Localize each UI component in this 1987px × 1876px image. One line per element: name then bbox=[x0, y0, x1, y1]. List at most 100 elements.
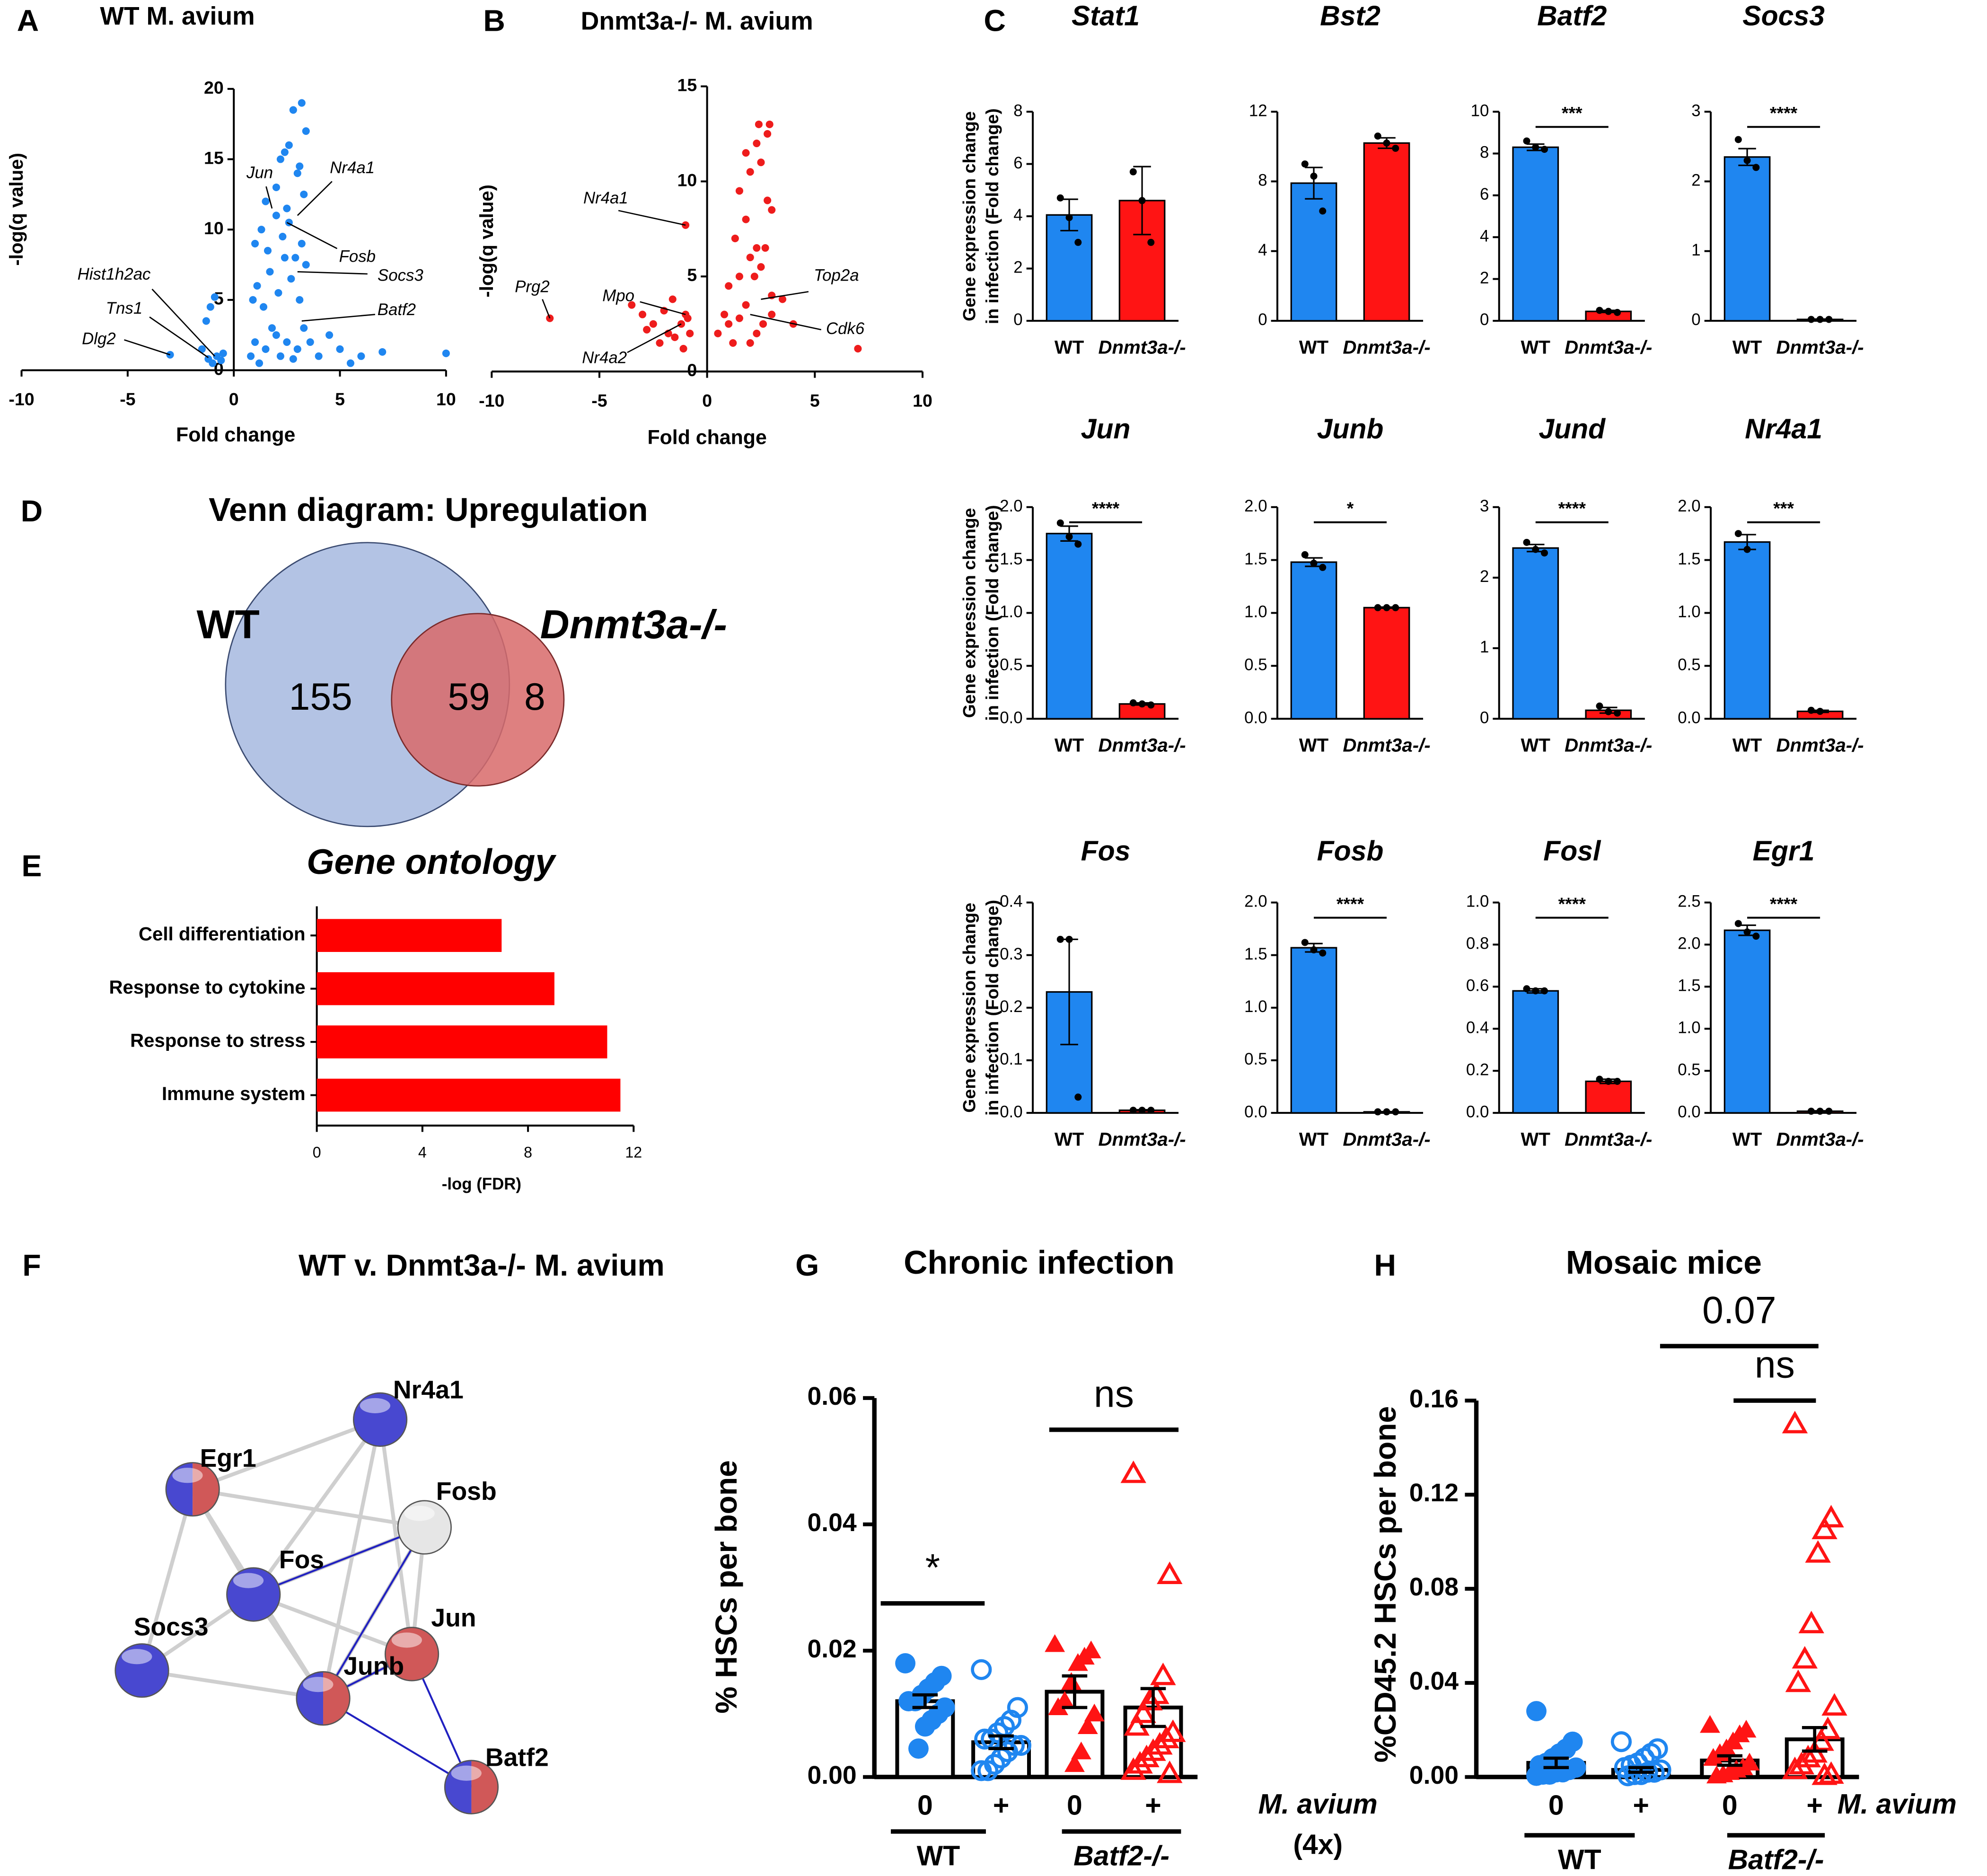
annotation-line bbox=[124, 339, 171, 356]
point bbox=[206, 303, 214, 311]
data-point bbox=[1074, 540, 1082, 548]
node-outline bbox=[444, 1760, 499, 1814]
data-point bbox=[1734, 530, 1742, 537]
data-point bbox=[1374, 1108, 1381, 1116]
data-point bbox=[1825, 1108, 1833, 1115]
bar bbox=[317, 1025, 607, 1058]
point bbox=[285, 141, 293, 149]
y-tick-label: 2 bbox=[1691, 171, 1700, 190]
data-point bbox=[1614, 1077, 1621, 1085]
point bbox=[714, 329, 722, 337]
data-point bbox=[1811, 1762, 1838, 1785]
point bbox=[272, 211, 280, 220]
point bbox=[735, 187, 743, 195]
point bbox=[755, 120, 763, 128]
x-tick-label: 0 bbox=[1722, 1790, 1738, 1821]
data-point bbox=[1319, 564, 1327, 571]
bar bbox=[1512, 146, 1559, 322]
panel-letter: E bbox=[22, 849, 42, 883]
node-outline bbox=[296, 1671, 351, 1726]
y-tick-label: 0.04 bbox=[1409, 1667, 1459, 1695]
y-tick-label: 2.0 bbox=[1678, 497, 1700, 515]
data-point bbox=[1825, 316, 1833, 323]
chart-title: Jun bbox=[1081, 414, 1131, 445]
y-tick-label: 0 bbox=[1013, 310, 1022, 329]
error-bar bbox=[1717, 1754, 1743, 1767]
point bbox=[761, 244, 769, 252]
point bbox=[259, 303, 268, 311]
data-point bbox=[1743, 157, 1751, 164]
x-tick-label: WT bbox=[1521, 1129, 1551, 1150]
annotation-line bbox=[627, 323, 682, 353]
panel-letter: A bbox=[17, 4, 39, 38]
point bbox=[202, 317, 210, 325]
point bbox=[753, 140, 761, 148]
x-tick-label: WT bbox=[1299, 337, 1329, 358]
y-tick-label: 0.08 bbox=[1409, 1573, 1459, 1601]
point bbox=[746, 339, 754, 347]
bar bbox=[317, 919, 502, 952]
point bbox=[219, 349, 227, 357]
point bbox=[628, 301, 636, 309]
data-point bbox=[1064, 1754, 1085, 1772]
significance-label: *** bbox=[1562, 103, 1583, 123]
node-outline bbox=[165, 1462, 220, 1517]
y-tick-label: 12 bbox=[1249, 101, 1267, 120]
annotation: Jun bbox=[246, 164, 273, 182]
point bbox=[757, 263, 765, 271]
point bbox=[276, 155, 284, 163]
y-tick-label: 2.0 bbox=[1244, 497, 1267, 515]
x-tick-label: WT bbox=[1732, 735, 1762, 756]
x-tick-label: 12 bbox=[625, 1144, 642, 1161]
point bbox=[268, 324, 276, 332]
point bbox=[442, 349, 450, 357]
node-highlight bbox=[360, 1398, 390, 1413]
data-point bbox=[1301, 551, 1309, 558]
data-point bbox=[1816, 707, 1824, 715]
point bbox=[289, 106, 297, 114]
y-tick-label: 8 bbox=[1013, 101, 1022, 120]
point bbox=[753, 329, 761, 337]
data-point bbox=[1301, 939, 1309, 946]
edge bbox=[192, 1418, 381, 1491]
bar bbox=[1723, 541, 1771, 720]
data-point bbox=[1816, 316, 1824, 323]
data-point bbox=[1374, 132, 1381, 140]
bar bbox=[1512, 990, 1559, 1114]
point bbox=[249, 296, 257, 304]
point bbox=[671, 333, 679, 341]
y-tick-label: 3 bbox=[1480, 497, 1489, 515]
point bbox=[639, 310, 647, 318]
group-label: Batf2-/- bbox=[1073, 1841, 1169, 1872]
data-point bbox=[1065, 935, 1073, 943]
data-point bbox=[1130, 1700, 1156, 1723]
data-point bbox=[1084, 1703, 1105, 1722]
x-tick-label: -10 bbox=[479, 390, 504, 410]
x-tick-label: -10 bbox=[9, 389, 34, 409]
y-tick-label: 0.00 bbox=[807, 1762, 856, 1789]
chart-title: Dnmt3a-/- M. avium bbox=[581, 8, 813, 35]
point bbox=[209, 359, 217, 367]
x-tick-label: WT bbox=[1055, 735, 1084, 756]
data-point bbox=[1157, 1561, 1183, 1584]
y-tick-label: 0 bbox=[687, 360, 697, 380]
point bbox=[764, 196, 772, 204]
annotation: Top2a bbox=[814, 266, 859, 284]
x-tick-label: -5 bbox=[120, 389, 135, 409]
bar bbox=[317, 1078, 621, 1112]
y-axis-title: in infection (Fold change) bbox=[982, 900, 1002, 1116]
point bbox=[357, 352, 365, 360]
point bbox=[262, 197, 270, 205]
point bbox=[731, 234, 739, 242]
bar bbox=[1290, 561, 1337, 720]
data-point bbox=[1743, 928, 1751, 936]
point bbox=[721, 310, 729, 318]
point bbox=[253, 282, 261, 290]
point bbox=[262, 345, 270, 353]
annotation-line bbox=[151, 289, 215, 357]
y-tick-label: 0.5 bbox=[1244, 655, 1267, 674]
data-point bbox=[1374, 604, 1381, 611]
y-tick-label: 20 bbox=[204, 78, 224, 97]
data-point bbox=[1137, 1688, 1163, 1710]
x-tick-label: 0 bbox=[229, 389, 239, 409]
